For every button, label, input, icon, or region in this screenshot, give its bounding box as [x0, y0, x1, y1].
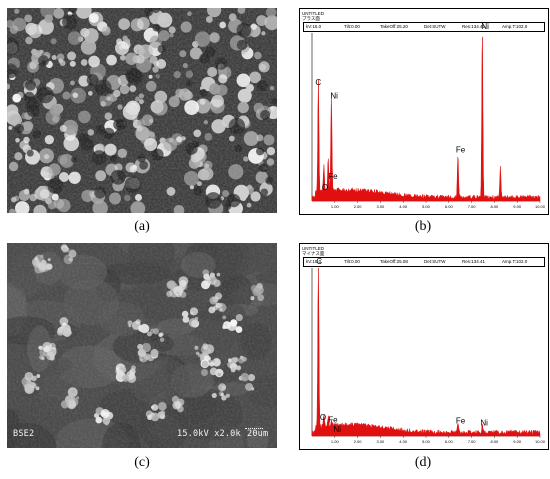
spectrum-d-amp: Amp.T:102.0	[502, 259, 528, 264]
peak-label: C	[316, 257, 322, 266]
spectrum-d-kv: kV:15.0	[306, 259, 322, 264]
x-tick-label: 7.00	[468, 204, 477, 209]
caption-d: (d)	[414, 455, 432, 470]
spectrum-b-amp: Amp.T:102.0	[502, 24, 528, 29]
peak-label: Fe	[328, 172, 338, 181]
spectrum-d-res: Res:134.41	[462, 259, 486, 264]
x-tick-label: 7.00	[468, 439, 477, 444]
x-tick-label: 10.00	[535, 439, 546, 444]
sem-image-c-svg	[7, 243, 277, 448]
spectrum-d-det: Det:SUTW	[424, 259, 446, 264]
x-tick-label: 9.00	[513, 204, 522, 209]
x-tick-label: 2.00	[354, 204, 363, 209]
caption-c: (c)	[134, 455, 150, 470]
x-tick-label: 8.00	[491, 439, 500, 444]
spectrum-d-params: kV:15.0 Tilt:0.00 TakeOff:25.08 Det:SUTW…	[303, 257, 545, 267]
peak-label: O	[320, 413, 326, 422]
x-tick-label: 8.00	[491, 204, 500, 209]
spectrum-b-tilt: Tilt:0.00	[344, 24, 360, 29]
x-tick-label: 9.00	[513, 439, 522, 444]
spectrum-b-kv: kV:15.0	[306, 24, 322, 29]
sem-scale-bar	[245, 428, 263, 429]
caption-b: (b)	[414, 219, 432, 234]
sem-image-c: BSE2 15.0kV x2.0k 20um	[7, 243, 277, 448]
spectrum-b-res: Res:134.41	[462, 24, 486, 29]
sem-image-a	[7, 8, 277, 213]
sem-image-a-svg	[7, 8, 277, 213]
spectrum-b-det: Det:SUTW	[424, 24, 446, 29]
x-tick-label: 1.00	[331, 439, 340, 444]
x-tick-label: 1.00	[331, 204, 340, 209]
peak-label: Ni	[481, 22, 489, 31]
spectrum-b-subtitle: プラス面	[302, 16, 320, 21]
spectrum-b-plot: 1.00 2.00 3.00 4.00 5.00 6.00 7.00 8.00 9.00 10.0…	[311, 22, 546, 209]
x-tick-label: 5.00	[422, 439, 431, 444]
sem-scale-label: 20um	[247, 429, 269, 439]
x-tick-label: 3.00	[377, 439, 386, 444]
peak-label: Ni	[333, 425, 341, 434]
spectrum-area	[311, 36, 541, 202]
peak-label: Fe	[456, 417, 466, 426]
peak-label: Fe	[456, 145, 466, 154]
x-tick-label: 10.00	[535, 204, 546, 209]
x-tick-label: 6.00	[445, 439, 454, 444]
peak-label: Ni	[480, 418, 488, 427]
eds-spectrum-b: UNTITLED プラス面 kV:15.0 Tilt:0.00 TakeOff:…	[299, 8, 549, 215]
spectrum-d-subtitle: マイナス面	[302, 251, 325, 256]
peak-label: O	[322, 183, 328, 192]
x-tick-label: 4.00	[399, 439, 408, 444]
peak-label: C	[315, 78, 321, 87]
sem-detector-label: BSE2	[13, 429, 35, 439]
x-tick-label: 2.00	[354, 439, 363, 444]
eds-spectrum-d: UNTITLED マイナス面 kV:15.0 Tilt:0.00 TakeOff…	[299, 243, 549, 450]
spectrum-area	[311, 267, 541, 437]
sem-acquisition-info: 15.0kV x2.0k	[177, 429, 241, 439]
spectrum-d-takeoff: TakeOff:25.08	[380, 259, 408, 264]
x-tick-label: 4.00	[399, 204, 408, 209]
spectrum-b-title: UNTITLED	[302, 11, 325, 16]
peak-label: Ni	[330, 92, 338, 101]
spectrum-b-params: kV:15.0 Tilt:0.00 TakeOff:25.20 Det:SUTW…	[303, 22, 545, 32]
caption-a: (a)	[134, 219, 150, 234]
peak-label: Fe	[328, 416, 338, 425]
x-tick-label: 3.00	[377, 204, 386, 209]
spectrum-d-tilt: Tilt:0.00	[344, 259, 360, 264]
spectrum-d-title: UNTITLED	[302, 246, 325, 251]
x-tick-label: 5.00	[422, 204, 431, 209]
spectrum-b-takeoff: TakeOff:25.20	[380, 24, 408, 29]
spectrum-d-plot: 1.00 2.00 3.00 4.00 5.00 6.00 7.00 8.00 9.00 10.0…	[311, 257, 546, 444]
x-tick-label: 6.00	[445, 204, 454, 209]
